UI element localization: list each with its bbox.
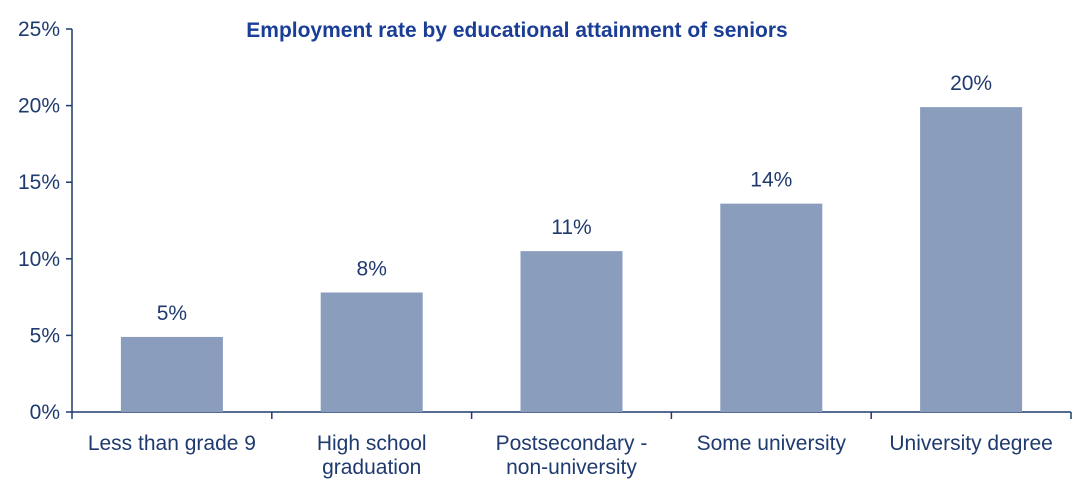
bar-value-label: 20% [950,72,992,95]
x-axis [71,411,1072,419]
x-category-label: University degree [889,432,1052,455]
bar [120,336,223,412]
x-category-label: graduation [322,456,421,479]
chart-title: Employment rate by educational attainmen… [246,19,787,42]
bar [520,251,623,412]
y-tick-label: 0% [30,401,60,424]
bar-value-label: 5% [157,302,187,325]
x-category-label: High school [317,432,427,455]
x-category-label: Less than grade 9 [88,432,256,455]
y-tick-label: 20% [18,95,60,118]
bar [920,107,1023,412]
y-tick-label: 5% [30,324,60,347]
x-category-label: Some university [697,432,847,455]
y-axis: 0% 5% 10% 15% 20% 25% [18,18,73,424]
bar [720,203,823,412]
bar-value-label: 8% [357,258,387,281]
value-labels: 5% 8% 11% 14% 20% [157,72,992,325]
y-tick-label: 10% [18,248,60,271]
bar-value-label: 11% [551,216,591,239]
x-category-label: Postsecondary - [496,432,648,455]
y-tick-label: 25% [18,18,60,41]
bar-value-label: 14% [750,169,792,192]
x-category-label: non-university [506,456,637,479]
y-tick-label: 15% [18,171,60,194]
bars [120,107,1023,412]
bar [320,292,423,412]
